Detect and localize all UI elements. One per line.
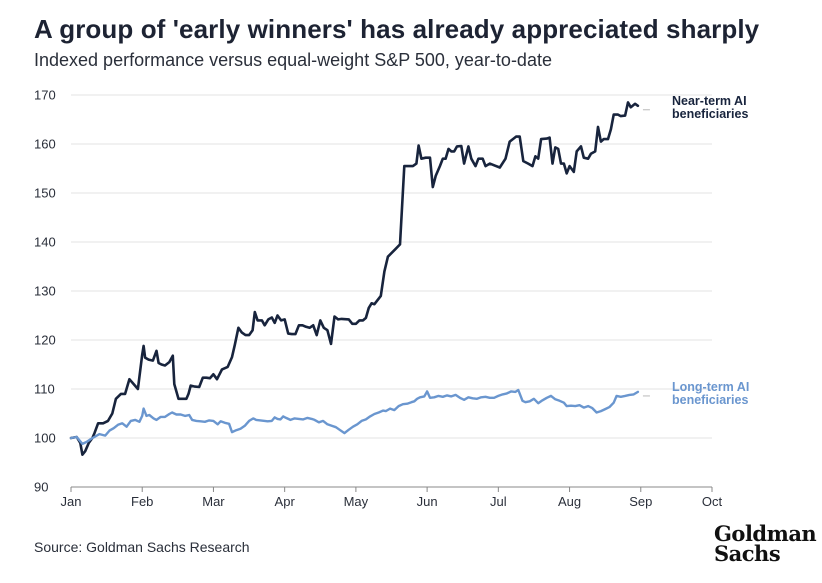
- y-tick-label: 160: [34, 137, 56, 152]
- y-tick-label: 90: [34, 480, 48, 495]
- y-tick-label: 130: [34, 284, 56, 299]
- y-tick-label: 120: [34, 333, 56, 348]
- chart-title: A group of 'early winners' has already a…: [34, 14, 760, 44]
- source-note: Source: Goldman Sachs Research: [34, 539, 250, 555]
- x-tick-label: Apr: [275, 494, 296, 509]
- y-tick-label: 170: [34, 88, 56, 103]
- y-tick-label: 110: [34, 382, 55, 397]
- x-tick-label: May: [344, 494, 369, 509]
- series-line-long-term: [69, 388, 640, 446]
- x-tick-label: Jun: [417, 494, 438, 509]
- goldman-sachs-logo: Goldman Sachs: [714, 521, 817, 566]
- series-label: beneficiaries: [672, 393, 748, 407]
- x-tick-label: Feb: [131, 494, 153, 509]
- logo-line-2: Sachs: [714, 541, 781, 566]
- y-tick-label: 100: [34, 431, 56, 446]
- y-tick-label: 140: [34, 235, 56, 250]
- x-tick-label: Sep: [629, 494, 652, 509]
- x-tick-label: Mar: [202, 494, 225, 509]
- y-tick-label: 150: [34, 186, 56, 201]
- x-tick-label: Jan: [61, 494, 82, 509]
- x-tick-label: Oct: [702, 494, 723, 509]
- series-label: Near-term AI: [672, 94, 747, 108]
- logo-line-1: Goldman: [714, 521, 817, 546]
- series-label: Long-term AI: [672, 380, 749, 394]
- x-tick-label: Jul: [490, 494, 507, 509]
- series-label: beneficiaries: [672, 107, 748, 121]
- chart-subtitle: Indexed performance versus equal-weight …: [34, 50, 552, 70]
- x-tick-label: Aug: [558, 494, 581, 509]
- series-line-near-term: [69, 101, 640, 456]
